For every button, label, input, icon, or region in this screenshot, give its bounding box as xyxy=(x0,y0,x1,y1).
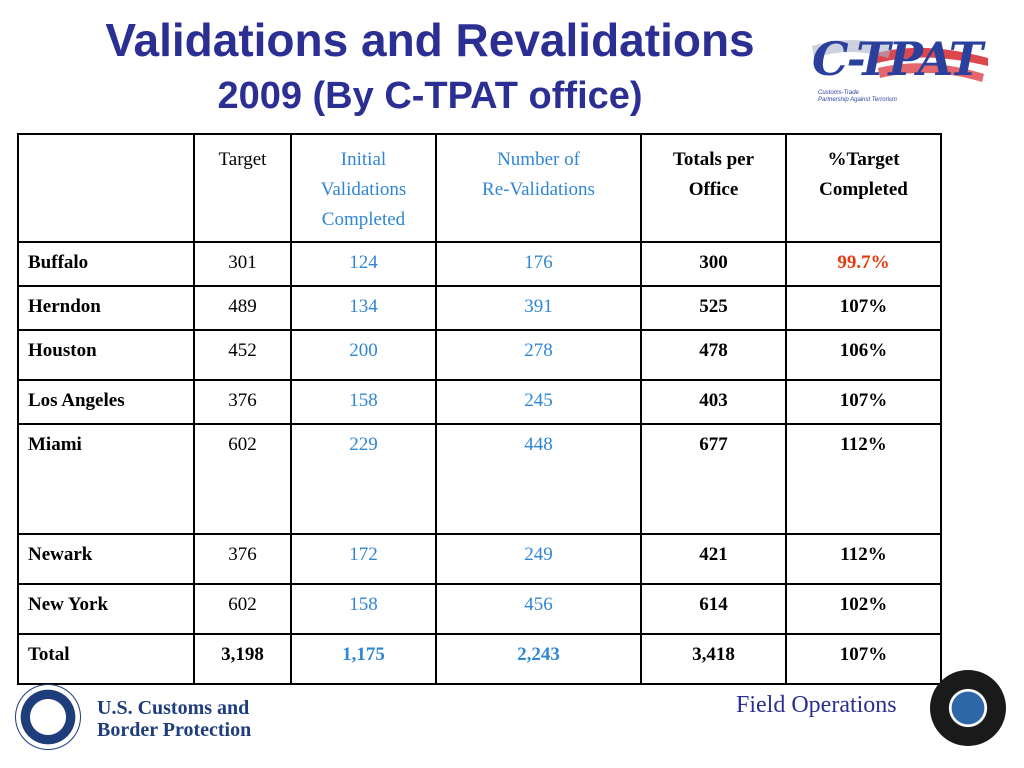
field-operations-label: Field Operations xyxy=(736,692,897,718)
cell-revalidations: 2,243 xyxy=(435,633,642,685)
cbp-field-operations-seal-icon xyxy=(930,670,1006,746)
cell-revalidations: 176 xyxy=(435,241,642,287)
table-row: Los Angeles 376 158 245 403 107% xyxy=(17,379,942,425)
cell-target: 376 xyxy=(193,379,292,425)
cell-revalidations: 391 xyxy=(435,285,642,331)
cell-pct: 99.7% xyxy=(785,241,942,287)
header-pct-target: %Target Completed xyxy=(785,133,942,243)
cell-total: 677 xyxy=(640,423,787,535)
cbp-wordmark: U.S. Customs and Border Protection xyxy=(97,697,252,741)
header-office xyxy=(17,133,195,243)
ctpat-logo: C-TPAT Customs-Trade Partnership Against… xyxy=(808,22,992,104)
table-row: New York 602 158 456 614 102% xyxy=(17,583,942,635)
table-header-row: Target Initial Validations Completed Num… xyxy=(17,133,942,243)
cell-pct: 107% xyxy=(785,285,942,331)
cell-initial: 124 xyxy=(290,241,437,287)
cell-total: 403 xyxy=(640,379,787,425)
cell-office: New York xyxy=(17,583,195,635)
cell-pct: 102% xyxy=(785,583,942,635)
table-row: Buffalo 301 124 176 300 99.7% xyxy=(17,241,942,287)
table-row: Newark 376 172 249 421 112% xyxy=(17,533,942,585)
cell-initial: 158 xyxy=(290,583,437,635)
cell-office: Buffalo xyxy=(17,241,195,287)
cell-target: 3,198 xyxy=(193,633,292,685)
cell-pct: 106% xyxy=(785,329,942,381)
cell-initial: 229 xyxy=(290,423,437,535)
table-row-total: Total 3,198 1,175 2,243 3,418 107% xyxy=(17,633,942,685)
cell-office: Los Angeles xyxy=(17,379,195,425)
cell-revalidations: 249 xyxy=(435,533,642,585)
cell-initial: 200 xyxy=(290,329,437,381)
ctpat-tagline: Customs-Trade Partnership Against Terror… xyxy=(818,90,897,103)
cell-target: 602 xyxy=(193,583,292,635)
cell-total: 421 xyxy=(640,533,787,585)
cell-initial: 1,175 xyxy=(290,633,437,685)
cell-office: Miami xyxy=(17,423,195,535)
cell-target: 452 xyxy=(193,329,292,381)
cell-target: 602 xyxy=(193,423,292,535)
header-revalidations: Number of Re-Validations xyxy=(435,133,642,243)
cell-target: 376 xyxy=(193,533,292,585)
cell-pct: 112% xyxy=(785,423,942,535)
header-initial: Initial Validations Completed xyxy=(290,133,437,243)
ctpat-wordmark: C-TPAT xyxy=(812,32,983,86)
header-totals: Totals per Office xyxy=(640,133,787,243)
dhs-seal-icon xyxy=(15,684,81,750)
cell-initial: 172 xyxy=(290,533,437,585)
cell-revalidations: 278 xyxy=(435,329,642,381)
cell-revalidations: 456 xyxy=(435,583,642,635)
cell-total: 478 xyxy=(640,329,787,381)
cell-pct: 107% xyxy=(785,379,942,425)
cell-pct: 107% xyxy=(785,633,942,685)
cell-office: Newark xyxy=(17,533,195,585)
cell-total: 614 xyxy=(640,583,787,635)
table-row: Herndon 489 134 391 525 107% xyxy=(17,285,942,331)
cell-total: 300 xyxy=(640,241,787,287)
cell-revalidations: 245 xyxy=(435,379,642,425)
cell-office: Total xyxy=(17,633,195,685)
cell-initial: 134 xyxy=(290,285,437,331)
slide-title: Validations and Revalidations xyxy=(105,14,755,66)
cell-initial: 158 xyxy=(290,379,437,425)
cell-revalidations: 448 xyxy=(435,423,642,535)
cell-pct: 112% xyxy=(785,533,942,585)
table-row: Houston 452 200 278 478 106% xyxy=(17,329,942,381)
slide-subtitle: 2009 (By C-TPAT office) xyxy=(217,75,643,117)
header-target: Target xyxy=(193,133,292,243)
table-row: Miami 602 229 448 677 112% xyxy=(17,423,942,535)
cell-target: 301 xyxy=(193,241,292,287)
cell-office: Herndon xyxy=(17,285,195,331)
flag-swoosh-icon xyxy=(812,40,988,82)
cell-total: 3,418 xyxy=(640,633,787,685)
cell-target: 489 xyxy=(193,285,292,331)
validations-table: Target Initial Validations Completed Num… xyxy=(17,133,942,685)
cell-office: Houston xyxy=(17,329,195,381)
cell-total: 525 xyxy=(640,285,787,331)
